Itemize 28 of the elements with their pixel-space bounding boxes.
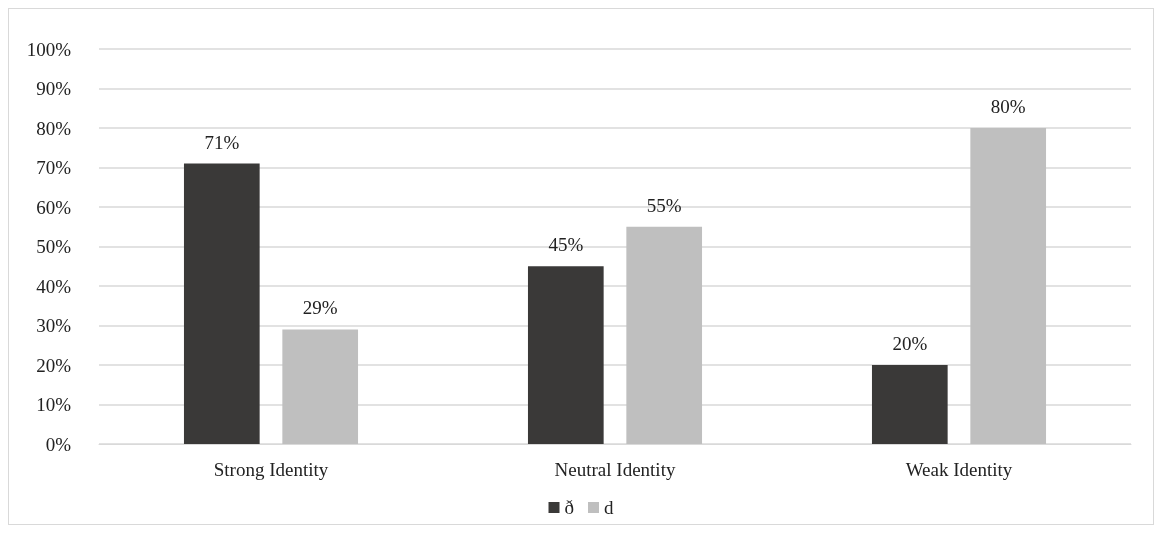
bar [527,266,604,444]
data-label: 29% [302,297,338,319]
data-label: 45% [548,234,584,256]
data-label: 71% [204,131,240,153]
bar [871,365,948,444]
y-tick-label: 60% [36,196,72,218]
legend-label: ð [564,497,574,518]
data-label: 20% [892,333,928,354]
y-tick-label: 30% [36,315,72,336]
y-tick-label: 0% [45,433,72,455]
y-tick-label: 10% [36,394,72,415]
x-tick-label: Neutral Identity [554,459,676,480]
bar [970,128,1047,444]
legend-label: d [604,497,614,518]
y-tick-label: 70% [36,157,72,178]
data-label: 55% [646,194,682,216]
y-tick-label: 40% [36,275,72,297]
data-label: 80% [990,96,1026,117]
y-tick-label: 50% [36,236,72,257]
x-tick-label: Weak Identity [905,459,1013,480]
y-tick-label: 80% [36,117,72,139]
bar [626,226,703,444]
bar [183,163,260,444]
y-tick-label: 100% [26,38,72,60]
y-tick-label: 20% [36,354,72,376]
y-tick-label: 90% [36,78,72,99]
x-tick-label: Strong Identity [213,459,329,480]
bar [282,329,359,444]
